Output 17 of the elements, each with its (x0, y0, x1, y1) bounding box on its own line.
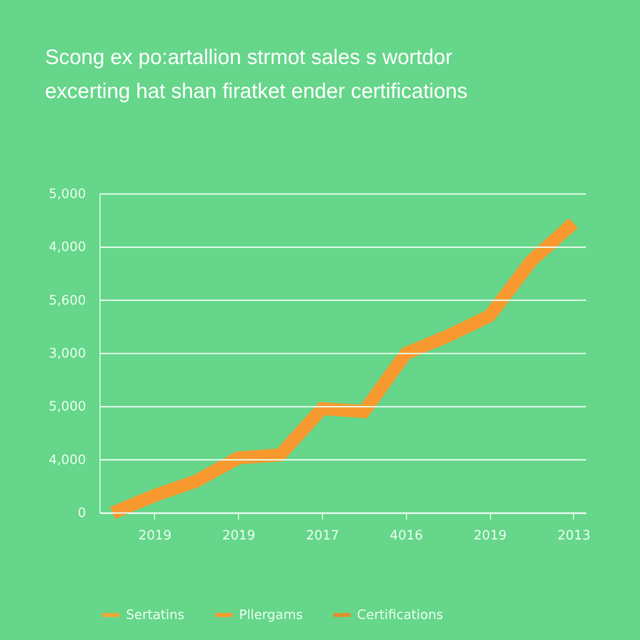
text: 0 (78, 506, 86, 521)
legend-label: Sertatins (126, 608, 185, 623)
text: 4,000 (48, 452, 86, 468)
x-tick-label: 2019 (138, 528, 172, 544)
text: 5,000 (48, 187, 86, 202)
x-tick-label: 2017 (306, 528, 340, 544)
text: 5,000 (48, 400, 86, 415)
text: 5,600 (48, 293, 86, 308)
x-tick-label: 2019 (222, 528, 256, 544)
text: 3,000 (48, 346, 86, 362)
x-tick-label: 2019 (474, 528, 507, 544)
x-tick-label: 2013 (557, 528, 590, 544)
legend-label: Pllergams (239, 608, 304, 623)
text: 4,000 (48, 240, 86, 256)
legend-label: Certifications (357, 608, 444, 623)
x-tick-label: 4016 (390, 528, 423, 544)
chart-title: Scong ex po:artallion strmot sales s wortdor excerting hat shan firatket ender certifications (45, 46, 468, 103)
